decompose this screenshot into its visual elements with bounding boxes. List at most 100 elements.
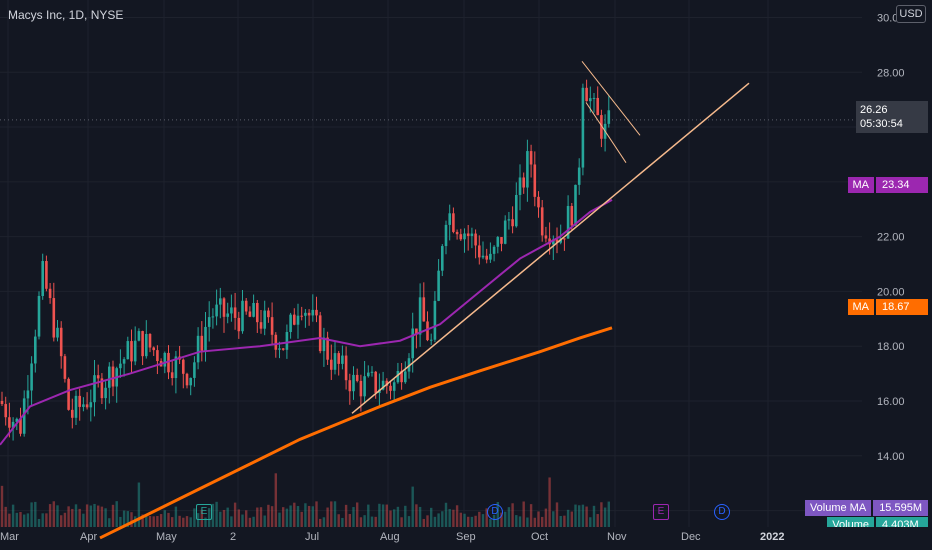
ma-fast-value: 23.34 — [876, 177, 928, 193]
candle-body — [485, 255, 488, 260]
candle-body — [592, 97, 596, 99]
currency-button[interactable]: USD — [896, 5, 926, 23]
event-marker-d[interactable]: D — [487, 504, 503, 520]
volume-bar — [344, 504, 348, 527]
volume-bar — [367, 504, 370, 527]
candle-body — [411, 328, 414, 359]
volume-bar — [74, 504, 78, 527]
volume-bar — [270, 506, 274, 527]
event-marker-e[interactable]: E — [196, 504, 212, 520]
candle-body — [133, 340, 137, 362]
candle-body — [511, 219, 514, 227]
volume-bar — [455, 505, 459, 527]
volume-bar — [178, 515, 181, 527]
candle-body — [15, 418, 19, 422]
candle-body — [293, 314, 296, 325]
ma-fast-line — [0, 199, 613, 446]
candle-body — [500, 237, 503, 244]
candle-body — [355, 374, 359, 381]
volume-bar — [156, 515, 159, 527]
volume-bar — [245, 510, 248, 527]
candle-body — [52, 298, 56, 338]
volume-bar — [30, 502, 33, 527]
volume-bar — [278, 512, 281, 527]
volume-bar — [370, 516, 374, 527]
candle-body — [289, 314, 292, 333]
flag-lower-line — [585, 102, 627, 163]
y-tick-label: 18.00 — [877, 341, 905, 353]
volume-bar — [500, 512, 503, 527]
volume-bar — [189, 517, 192, 527]
volume-label: Volume — [827, 517, 874, 527]
flag-upper-line — [581, 60, 641, 136]
volume-bar — [589, 517, 592, 527]
candle-body — [196, 335, 200, 363]
volume-bar — [115, 501, 118, 527]
candle-body — [100, 378, 104, 399]
candle-body — [478, 245, 481, 258]
volume-bar — [600, 502, 603, 527]
candle-body — [89, 402, 93, 408]
support-trendline — [351, 82, 750, 414]
candle-body — [4, 404, 7, 418]
volume-bar — [430, 507, 433, 527]
x-tick-label: Dec — [681, 531, 701, 543]
volume-bar — [0, 485, 4, 527]
volume-bar — [233, 502, 237, 527]
candle-body — [540, 207, 544, 236]
candle-body — [318, 315, 322, 352]
candle-body — [174, 356, 178, 379]
volume-bar — [163, 510, 166, 527]
last-price-tag: 26.26 05:30:54 — [856, 101, 928, 133]
candle-body — [74, 395, 78, 418]
candle-body — [607, 110, 611, 124]
candle-body — [533, 164, 537, 197]
candle-body — [126, 341, 130, 360]
event-marker-e[interactable]: E — [653, 504, 669, 520]
volume-bar — [219, 511, 222, 527]
candle-body — [248, 311, 252, 317]
volume-bar — [352, 507, 355, 527]
event-marker-d[interactable]: D — [714, 504, 730, 520]
candle-body — [304, 312, 307, 316]
volume-bar — [418, 506, 422, 527]
volume-bar — [60, 515, 63, 527]
candle-body — [333, 353, 337, 370]
candle-body — [311, 309, 315, 316]
y-tick-label: 16.00 — [877, 396, 905, 408]
x-tick-label: 2 — [230, 531, 236, 543]
volume-bar — [381, 504, 385, 527]
candle-body — [466, 233, 470, 236]
volume-bar — [356, 502, 359, 527]
volume-bar — [311, 506, 314, 527]
candle-body — [455, 231, 459, 235]
candle-body — [341, 355, 344, 364]
candle-body — [296, 315, 300, 325]
candle-body — [67, 378, 70, 410]
candle-body — [489, 253, 492, 260]
volume-bar — [41, 513, 44, 527]
volume-bar — [82, 513, 85, 527]
candle-body — [437, 270, 440, 301]
candle-body — [389, 385, 392, 391]
volume-bar — [378, 503, 381, 527]
y-tick-label: 14.00 — [877, 451, 905, 463]
volume-bar — [463, 513, 466, 527]
ma-fast-tag: MA 23.34 — [847, 177, 928, 193]
volume-bar — [93, 503, 96, 527]
volume-bar — [470, 516, 474, 527]
volume-bar — [137, 482, 141, 527]
candle-body — [330, 359, 333, 370]
volume-bar — [359, 517, 363, 527]
bar-countdown: 05:30:54 — [860, 118, 903, 130]
candle-body — [244, 300, 248, 312]
candle-body — [507, 219, 511, 221]
volume-bar — [326, 507, 329, 527]
candle-body — [433, 300, 437, 340]
candle-body — [337, 353, 340, 364]
volume-bar — [304, 503, 307, 527]
volume-bar — [511, 503, 514, 527]
volume-value: 4.403M — [876, 517, 928, 527]
volume-bar — [45, 513, 48, 527]
